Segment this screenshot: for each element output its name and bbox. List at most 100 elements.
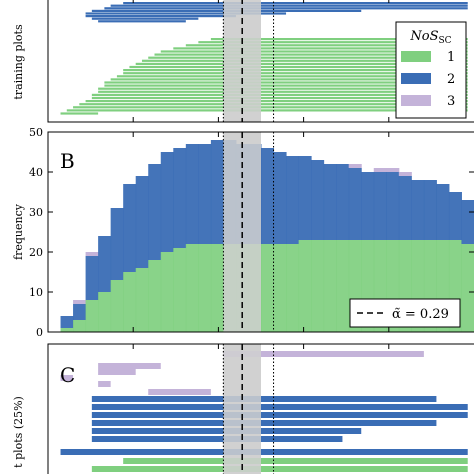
panel-a-bar-1	[173, 47, 468, 50]
bar-2-bin	[160, 152, 174, 252]
bar-2-bin	[411, 180, 425, 240]
panel-a-bar-1	[104, 81, 468, 84]
panel-c-frame	[47, 343, 474, 474]
bar-1-bin	[273, 244, 287, 332]
panel-a-bar-2	[123, 2, 468, 5]
panel-c-bar-3	[98, 363, 161, 369]
panel-c-bar-3	[223, 351, 424, 357]
bar-1-bin	[185, 244, 199, 332]
panel-c-bar-3	[60, 375, 74, 381]
legend-label-2: 2	[447, 72, 455, 87]
panel-c-bar-1	[123, 458, 468, 464]
bar-2-bin	[373, 172, 387, 240]
panel-c-bar-2	[91, 436, 343, 442]
panel-c-bar-3	[148, 389, 211, 395]
legend-b-label: α̃ = 0.29	[392, 307, 449, 322]
bar-2-bin	[85, 256, 99, 300]
panel-a-bar-1	[91, 96, 468, 100]
bar-2-bin	[298, 156, 312, 240]
bar-1-bin	[173, 248, 187, 332]
panel-a-bar-1	[135, 62, 468, 65]
bar-1-bin	[261, 244, 275, 332]
panel-a-bar-2	[110, 4, 468, 7]
panel-b-ytick-label: 30	[29, 206, 43, 219]
panel-a-ylabel: training plots	[12, 24, 25, 100]
panel-a-bar-1	[60, 112, 99, 115]
bar-3-bin	[85, 252, 99, 256]
bar-2-bin	[148, 164, 162, 260]
bar-1-bin	[98, 292, 112, 332]
bar-2-bin	[386, 172, 400, 240]
panel-b: 0 10 20 30 40 50 α̃ = 0.29	[29, 126, 474, 339]
bar-2-bin	[336, 164, 350, 240]
bar-1-bin	[198, 244, 212, 332]
panel-a-bar-1	[148, 56, 468, 59]
bar-1-bin	[160, 252, 174, 332]
panel-a-bar-2	[85, 15, 236, 18]
panel-a-bar-2	[85, 12, 287, 15]
panel-a-bar-1	[185, 44, 468, 47]
bar-2-bin	[173, 148, 187, 248]
bar-1-bin	[461, 244, 474, 332]
panel-b-ytick-label: 20	[29, 246, 43, 259]
bar-3-bin	[348, 164, 362, 168]
panel-a-frame	[47, 0, 474, 123]
panel-c-letter: C	[60, 363, 75, 387]
panel-b-letter: B	[60, 149, 75, 173]
bar-1-bin	[85, 300, 99, 332]
panel-b-ylabel: frequency	[12, 203, 25, 260]
panel-c-bar-2	[91, 396, 437, 402]
bar-2-bin	[135, 176, 149, 268]
panel-a-bar-1	[129, 65, 468, 69]
bar-1-bin	[298, 240, 312, 332]
bar-2-bin	[436, 184, 450, 240]
bar-1-bin	[210, 244, 224, 332]
bar-2-bin	[461, 200, 474, 244]
bar-2-bin	[185, 144, 199, 244]
panel-a-bar-1	[160, 50, 468, 53]
panel-a-bar-1	[66, 109, 468, 112]
bar-1-bin	[60, 328, 74, 332]
panel-a-bar-1	[91, 93, 468, 96]
panel-b-ytick-label: 10	[29, 286, 43, 299]
panel-c-bar-3	[98, 369, 136, 375]
bar-2-bin	[98, 236, 112, 292]
bar-2-bin	[423, 180, 437, 240]
bar-2-bin	[398, 176, 412, 240]
bar-1-bin	[311, 240, 325, 332]
panel-a-bar-2	[98, 20, 186, 23]
bar-1-bin	[110, 280, 124, 332]
panel-a-bar-2	[91, 17, 199, 20]
bar-3-bin	[373, 168, 387, 172]
legend-label-3: 3	[447, 94, 455, 109]
panel-a-bar-1	[198, 41, 468, 44]
bar-1-bin	[336, 240, 350, 332]
bar-2-bin	[261, 148, 275, 244]
bar-2-bin	[110, 208, 124, 280]
legend-swatch-3	[401, 95, 431, 106]
legend-swatch-1	[401, 51, 431, 62]
bar-3-bin	[73, 300, 87, 304]
panel-c-bar-2	[91, 420, 437, 426]
bar-1-bin	[135, 268, 149, 332]
bar-2-bin	[311, 160, 325, 240]
panel-a-bar-1	[116, 75, 468, 78]
bar-1-bin	[123, 272, 137, 332]
panel-a-bar-1	[104, 84, 468, 87]
panel-a-bar-1	[154, 53, 468, 56]
panel-a-bar-1	[85, 100, 468, 103]
bar-2-bin	[210, 140, 224, 244]
bar-2-bin	[123, 184, 137, 272]
panel-a-bar-1	[123, 72, 468, 75]
bar-2-bin	[60, 316, 74, 328]
bar-2-bin	[323, 164, 337, 240]
panel-c-bar-2	[91, 412, 468, 418]
bar-2-bin	[348, 168, 362, 240]
bar-2-bin	[73, 304, 87, 320]
panel-a-bar-1	[210, 38, 468, 41]
panel-c	[47, 343, 474, 474]
bar-2-bin	[448, 192, 462, 240]
legend-label-1: 1	[447, 50, 455, 65]
